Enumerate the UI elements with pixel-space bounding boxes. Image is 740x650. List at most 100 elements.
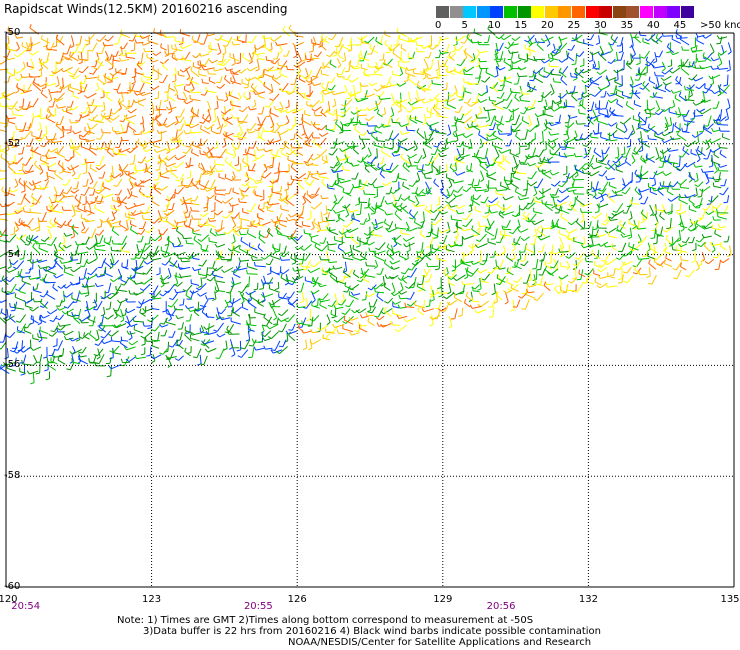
wind-barb	[509, 152, 520, 158]
wind-barb-feather	[81, 228, 86, 232]
wind-barb	[103, 241, 111, 246]
wind-barb	[384, 43, 394, 51]
wind-barb	[120, 123, 124, 133]
wind-barb-feather	[191, 35, 194, 40]
wind-barb	[705, 226, 713, 230]
wind-barb	[654, 213, 659, 223]
wind-barb-feather	[357, 37, 362, 41]
wind-barb	[649, 191, 658, 196]
wind-barb-feather	[166, 151, 171, 155]
wind-barb	[50, 236, 57, 246]
wind-barb	[46, 117, 56, 124]
wind-barb	[574, 71, 584, 79]
wind-barb	[73, 95, 80, 99]
wind-barb-feather	[163, 124, 168, 128]
wind-barb	[517, 219, 521, 227]
wind-barb-feather	[62, 183, 67, 186]
wind-barb-feather	[257, 204, 260, 209]
wind-barb	[277, 43, 288, 46]
wind-barb-feather	[137, 232, 142, 235]
wind-barb-feather	[638, 188, 642, 193]
wind-barb	[257, 216, 264, 221]
wind-barb	[634, 173, 642, 180]
wind-barb	[349, 244, 353, 255]
wind-barb-feather	[511, 243, 517, 246]
wind-barb-feather	[507, 134, 512, 137]
wind-barb	[675, 79, 683, 87]
wind-barb-feather	[566, 187, 569, 192]
wind-barb-feather	[692, 228, 697, 232]
wind-barb-feather	[153, 149, 158, 153]
wind-barb-feather	[49, 74, 54, 77]
wind-barb-feather	[270, 130, 275, 134]
wind-barb	[41, 211, 47, 222]
wind-barb-feather	[659, 181, 662, 187]
wind-barb-feather	[151, 238, 156, 242]
wind-barb	[646, 99, 649, 110]
wind-barb	[534, 200, 543, 204]
wind-barb	[23, 106, 31, 111]
wind-barb-feather	[522, 218, 527, 220]
wind-barb-feather	[335, 163, 340, 167]
wind-barb	[555, 100, 563, 104]
wind-barb	[686, 194, 696, 199]
wind-barb	[546, 68, 554, 78]
wind-barb	[124, 118, 135, 125]
wind-barb	[353, 84, 356, 95]
wind-barb-feather	[373, 88, 378, 92]
wind-barb	[519, 197, 530, 201]
wind-barb-feather	[384, 200, 388, 205]
wind-barb-feather	[231, 176, 235, 181]
wind-barb-feather	[678, 243, 682, 248]
wind-barb	[272, 178, 280, 184]
wind-barb-feather	[149, 130, 154, 133]
wind-barb	[691, 236, 695, 243]
wind-barb-feather	[175, 226, 179, 231]
wind-barb	[236, 227, 242, 233]
wind-barb-feather	[709, 241, 713, 246]
wind-barb-feather	[231, 41, 234, 46]
wind-barb	[225, 211, 234, 219]
wind-barb-feather	[362, 71, 366, 76]
wind-barb	[141, 116, 145, 123]
wind-barb-feather	[359, 223, 364, 225]
wind-barb-feather	[514, 187, 517, 192]
wind-barb-feather	[127, 195, 132, 200]
wind-barb	[505, 196, 514, 201]
wind-barb	[573, 85, 576, 93]
wind-barb	[388, 221, 394, 230]
wind-barb-feather	[375, 36, 378, 41]
wind-barb	[521, 119, 530, 125]
wind-barb	[602, 170, 608, 177]
wind-barb	[506, 91, 513, 101]
wind-barb-feather	[408, 217, 413, 220]
wind-barb	[460, 113, 465, 121]
wind-barb-feather	[640, 155, 643, 160]
wind-barb	[83, 83, 88, 93]
wind-barb-feather	[318, 221, 323, 224]
wind-barb	[607, 163, 616, 171]
wind-barb	[671, 236, 674, 246]
wind-barb	[200, 234, 210, 242]
wind-barb	[104, 76, 114, 83]
wind-barb	[81, 43, 87, 53]
wind-barb-feather	[263, 81, 266, 86]
wind-barb	[176, 83, 185, 87]
wind-barb	[713, 154, 720, 159]
wind-barb-feather	[597, 52, 601, 56]
wind-barb-feather	[253, 90, 257, 95]
wind-barb-feather	[484, 163, 488, 167]
wind-barb-feather	[78, 61, 83, 65]
wind-barb	[672, 123, 675, 133]
wind-barb	[100, 180, 104, 191]
wind-barb	[277, 162, 280, 173]
wind-barb-feather	[185, 239, 188, 244]
wind-barb-feather	[224, 157, 228, 162]
wind-barb	[446, 104, 457, 109]
wind-barb	[52, 100, 56, 108]
wind-barb	[49, 222, 56, 228]
wind-barb	[238, 120, 248, 123]
wind-barb-feather	[376, 136, 378, 141]
wind-barb-feather	[604, 166, 609, 170]
wind-barb	[217, 99, 224, 101]
